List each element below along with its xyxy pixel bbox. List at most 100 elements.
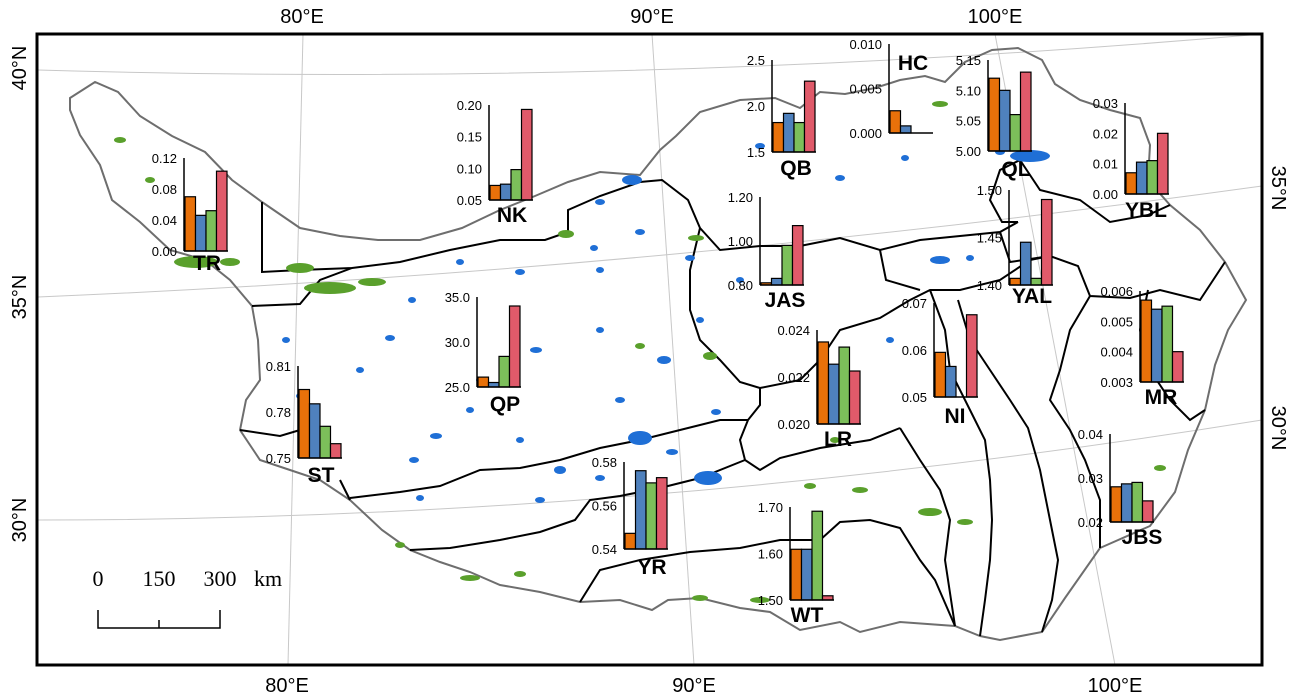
tick-label-ni-0: 0.07 [902, 296, 927, 311]
chart-jbs: 0.04 0.03 0.02 JBS [1078, 427, 1163, 549]
chart-mr: 0.006 0.005 0.004 0.003 MR [1100, 284, 1184, 409]
bar-nk-2 [499, 183, 512, 201]
scale-label-0: 0 [93, 566, 104, 591]
bar-ni-2 [944, 365, 957, 398]
tick-label-yal-2: 1.40 [977, 278, 1002, 293]
bar-st-3 [319, 425, 332, 459]
bar-wt-1 [790, 548, 803, 601]
chart-tr: 0.12 0.08 0.04 0.00 TR [152, 151, 228, 275]
region-label-st: ST [308, 464, 335, 487]
tick-label-ql-1: 5.10 [956, 83, 981, 98]
region-label-mr: MR [1145, 386, 1178, 409]
scale-label-300: 300 [204, 566, 237, 591]
bar-st-4 [329, 443, 342, 459]
tick-label-wt-2: 1.50 [758, 593, 783, 608]
region-label-jbs: JBS [1122, 526, 1163, 549]
tick-label-yr-0: 0.58 [592, 455, 617, 470]
tick-label-mr-3: 0.003 [1100, 375, 1133, 390]
tick-label-jas-1: 1.00 [728, 234, 753, 249]
tick-label-jas-2: 0.80 [728, 278, 753, 293]
bar-jbs-2 [1120, 483, 1133, 523]
bar-qp-1 [477, 376, 490, 388]
tick-label-tr-1: 0.08 [152, 182, 177, 197]
region-label-qb: QB [780, 157, 812, 180]
bar-yal-1 [1009, 277, 1022, 286]
bar-qb-2 [782, 112, 795, 153]
chart-qb: 2.5 2.0 1.5 QB [747, 53, 816, 180]
bar-yal-4 [1040, 198, 1053, 286]
tick-label-qb-0: 2.5 [747, 53, 765, 68]
bottom-label-100E: 100°E [1088, 675, 1143, 697]
tick-label-ni-1: 0.06 [902, 343, 927, 358]
bar-st-2 [308, 403, 321, 459]
bar-qb-4 [803, 80, 816, 153]
tick-label-ybl-0: 0.03 [1093, 96, 1118, 111]
top-label-100E: 100°E [968, 6, 1023, 28]
chart-nk: 0.20 0.15 0.10 0.05 NK [457, 98, 533, 227]
bar-jbs-3 [1131, 481, 1144, 523]
bar-ql-3 [1009, 113, 1022, 152]
bar-hc-1 [889, 110, 902, 134]
tick-label-nk-0: 0.20 [457, 98, 482, 113]
left-label-30N: 30°N [9, 498, 31, 543]
bar-mr-3 [1161, 305, 1174, 383]
tick-label-qb-2: 1.5 [747, 145, 765, 160]
left-label-35N: 35°N [9, 275, 31, 320]
tick-label-st-2: 0.75 [266, 451, 291, 466]
tick-label-ql-2: 5.05 [956, 114, 981, 129]
tick-label-jbs-2: 0.02 [1078, 515, 1103, 530]
tick-label-lr-0: 0.024 [777, 323, 810, 338]
bar-tr-4 [215, 170, 228, 252]
chart-jas: 1.20 1.00 0.80 JAS [728, 190, 806, 312]
tick-label-yr-1: 0.56 [592, 499, 617, 514]
bar-mr-1 [1140, 299, 1153, 383]
tick-label-tr-3: 0.00 [152, 244, 177, 259]
tick-label-lr-1: 0.022 [777, 370, 810, 385]
tick-label-ql-3: 5.00 [956, 144, 981, 159]
region-label-yr: YR [637, 556, 666, 579]
chart-ql: 5.15 5.10 5.05 5.00 QL [956, 53, 1032, 181]
tick-label-ybl-3: 0.00 [1093, 187, 1118, 202]
bar-ni-4 [965, 314, 978, 398]
tick-label-st-1: 0.78 [266, 405, 291, 420]
tick-label-nk-1: 0.15 [457, 130, 482, 145]
region-label-qp: QP [490, 393, 520, 416]
bar-yr-3 [645, 482, 658, 550]
bar-yr-2 [634, 470, 647, 550]
coordinate-labels: 80°E 90°E 100°E 80°E 90°E 100°E 40°N 35°… [9, 6, 1289, 697]
tick-label-nk-2: 0.10 [457, 161, 482, 176]
tick-label-hc-2: 0.000 [849, 126, 882, 141]
tick-label-jbs-1: 0.03 [1078, 471, 1103, 486]
region-label-tr: TR [193, 252, 221, 275]
region-label-lr: LR [824, 428, 852, 451]
chart-ni: 0.07 0.06 0.05 NI [902, 296, 978, 428]
bar-hc-2 [899, 125, 912, 134]
tick-label-ql-0: 5.15 [956, 53, 981, 68]
tick-label-ybl-1: 0.02 [1093, 126, 1118, 141]
tick-label-mr-1: 0.005 [1100, 314, 1133, 329]
tick-label-ybl-2: 0.01 [1093, 157, 1118, 172]
bar-qb-1 [772, 121, 785, 153]
chart-qp: 35.0 30.0 25.0 QP [445, 290, 521, 416]
bar-wt-3 [811, 510, 824, 601]
lakes [282, 143, 1050, 503]
region-label-ql: QL [1001, 158, 1030, 181]
tick-label-hc-0: 0.010 [849, 37, 882, 52]
bar-nk-3 [510, 169, 523, 201]
chart-st: 0.81 0.78 0.75 ST [266, 359, 342, 487]
left-label-40N: 40°N [9, 46, 31, 91]
bar-mr-4 [1171, 351, 1184, 383]
tick-label-tr-2: 0.04 [152, 213, 177, 228]
bar-ybl-4 [1156, 132, 1169, 195]
tick-label-qb-1: 2.0 [747, 99, 765, 114]
bar-lr-2 [827, 363, 840, 425]
region-label-jas: JAS [765, 289, 806, 312]
regional-bar-charts: 0.120.080.040.00TR0.200.150.100.05NK2.52… [152, 37, 1184, 627]
bar-ybl-1 [1125, 172, 1138, 195]
bar-ql-2 [998, 89, 1011, 152]
tick-label-ni-2: 0.05 [902, 390, 927, 405]
bar-ql-1 [988, 77, 1001, 152]
region-label-wt: WT [791, 604, 824, 627]
tick-label-wt-1: 1.60 [758, 547, 783, 562]
